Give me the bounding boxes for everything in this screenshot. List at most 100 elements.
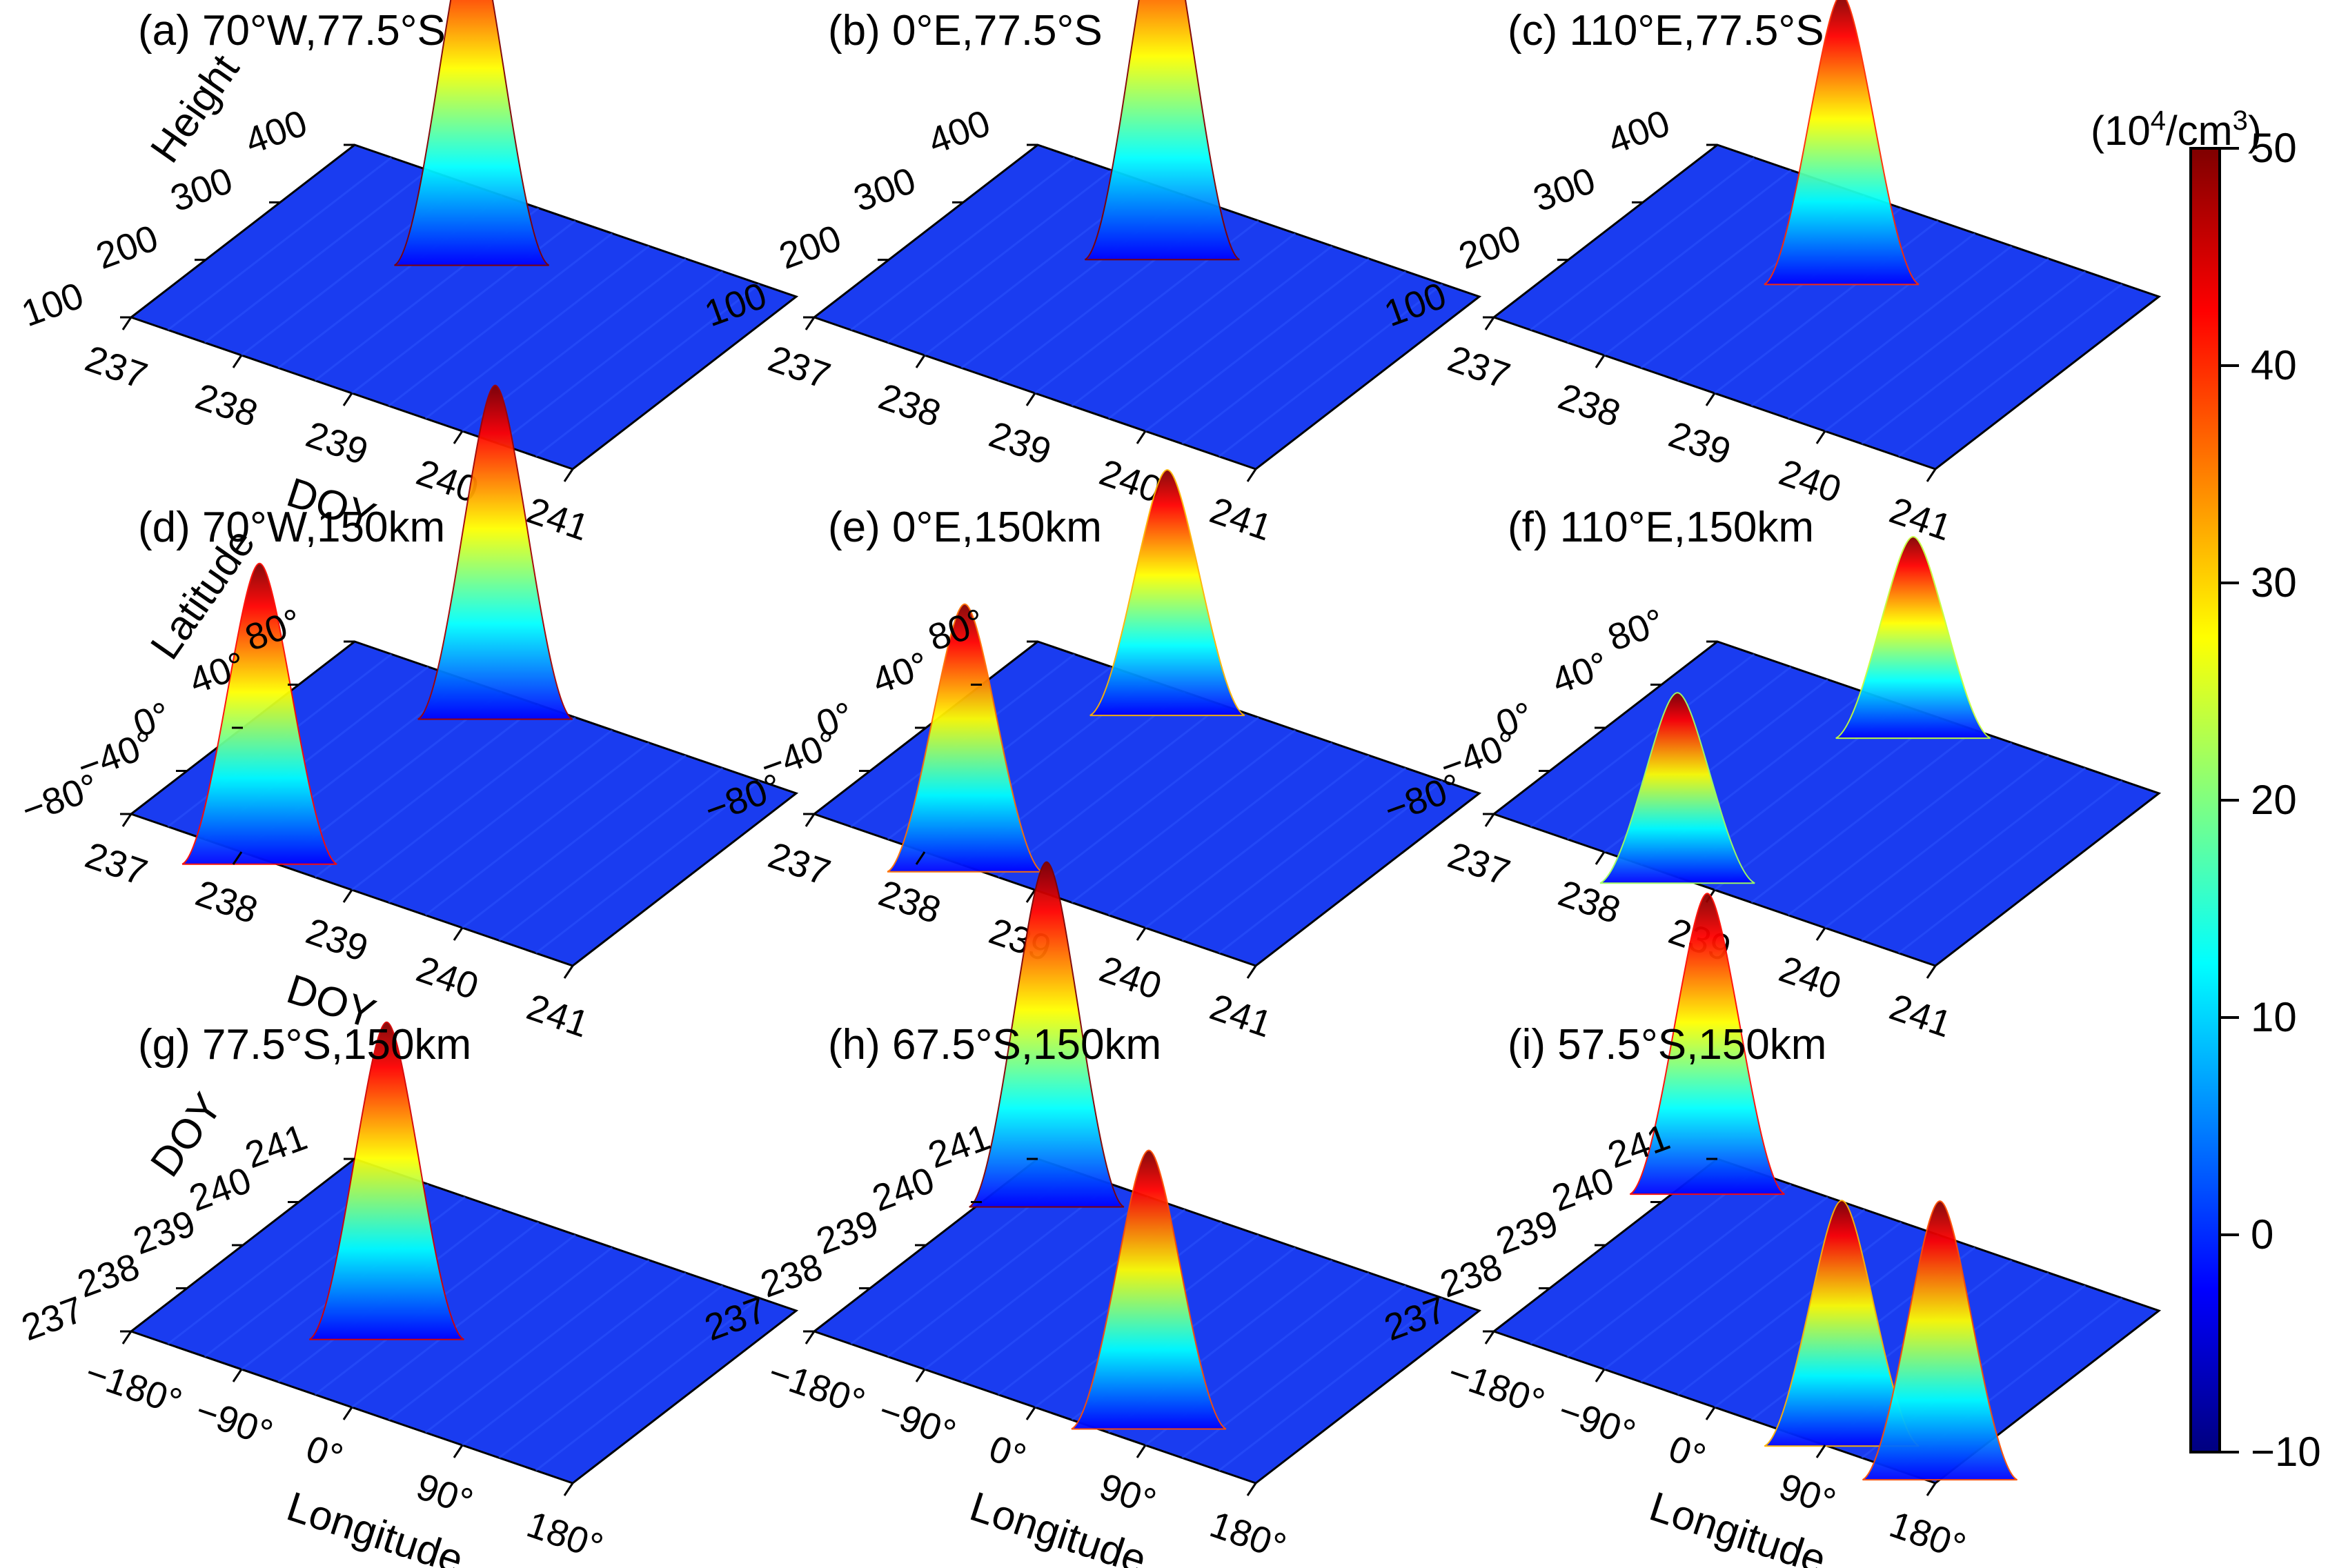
x-tick-mark [1595,355,1606,368]
x-tick-mark [563,1482,574,1496]
x-tick-mark [1025,889,1036,903]
x-tick-mark [805,317,816,330]
x-tick-mark [342,1407,353,1420]
panel-title: (a) 70°W,77.5°S [138,7,446,54]
surface-ridge [1824,754,2049,929]
surface-ridge [1530,653,1755,828]
x-tick-mark [342,889,353,903]
surface-ridge [388,232,613,407]
surface-ridge [204,169,429,344]
x-tick-label: 239 [301,911,373,970]
surface-ridge [1107,245,1333,419]
x-tick-label: 237 [763,338,836,397]
surface-ridge [1566,1183,1792,1358]
y-tick-label: 239 [128,1202,201,1262]
x-tick-mark [1246,1482,1257,1496]
x-tick-label: −90° [1553,1390,1641,1455]
surface-ridge [314,704,540,878]
x-tick-label: 240 [1774,949,1846,1008]
y-tick-label: 238 [756,1246,828,1306]
surface-ridge [424,742,650,916]
x-tick-mark [1136,1445,1147,1458]
surface-ridge [388,1247,613,1421]
x-tick-label: 241 [1884,986,1957,1046]
surface-ridge [997,704,1223,878]
x-tick-mark [1025,1407,1036,1420]
surface-ridge [1861,270,2086,445]
x-tick-label: 241 [1205,490,1277,549]
x-tick-label: 180° [1205,1504,1291,1568]
x-tick-label: 240 [1774,452,1846,511]
x-tick-label: 0° [301,1428,348,1479]
x-tick-mark [453,927,464,941]
surface-ridge [1787,742,2013,916]
y-tick-label: 200 [1454,217,1526,277]
x-tick-mark [915,355,926,368]
surface-ridge [388,729,613,904]
surface-peak [1862,1200,2018,1481]
surface-ridge [1824,257,2049,433]
y-tick-label: 100 [17,275,89,335]
x-tick-label: 237 [1443,338,1515,397]
panel-title: (b) 0°E,77.5°S [828,7,1103,54]
x-tick-label: 90° [411,1466,478,1523]
surface-ridge [535,780,760,954]
x-tick-mark [915,1369,926,1382]
surface-peak [417,384,573,720]
x-tick-mark [232,355,243,368]
x-tick-mark [232,851,243,865]
y-tick-label: 40° [1547,644,1614,702]
surface-ridge [1034,716,1259,891]
x-tick-mark [1815,927,1826,941]
surface-ridge [351,716,576,891]
y-tick-label: 241 [240,1116,313,1176]
x-tick-mark [453,1445,464,1458]
colorbar-tick-label: 20 [2251,777,2297,823]
y-tick-label: 300 [849,159,921,219]
y-tick-label: 238 [72,1246,145,1306]
surface-peak [1089,469,1245,717]
surface-ridge [1107,742,1333,916]
x-tick-label: 241 [1884,490,1957,549]
colorbar-unit-label: (104/cm3) [2091,106,2262,154]
x-tick-label: 240 [411,949,484,1008]
y-tick-label: 238 [1435,1246,1508,1306]
surface-peak [1629,893,1785,1195]
colorbar-tick-label: 50 [2251,125,2297,171]
x-tick-mark [121,317,132,330]
x-tick-mark [1815,430,1826,444]
y-tick-label: 200 [774,217,847,277]
x-tick-mark [1815,1445,1826,1458]
y-tick-label: 400 [240,102,313,162]
x-tick-mark [563,965,574,979]
x-tick-mark [121,1331,132,1344]
panel-title: (c) 110°E,77.5°S [1508,7,1824,54]
surface-ridge [850,157,1076,331]
x-tick-mark [121,813,132,827]
surface-ridge [351,1233,576,1409]
surface-peak [1835,536,1991,740]
surface-ridge [887,169,1112,344]
surface-ridge [924,1195,1149,1371]
surface-ridge [1181,270,1407,445]
x-tick-label: 238 [874,873,946,932]
y-tick-label: 239 [1491,1202,1563,1262]
x-tick-mark [805,1331,816,1344]
surface-ridge [1145,754,1370,929]
panel-title: (e) 0°E,150km [828,504,1102,551]
x-tick-mark [915,851,926,865]
x-tick-label: −180° [80,1352,187,1423]
y-tick-label: 240 [184,1160,257,1220]
x-tick-label: −90° [190,1390,278,1455]
colorbar-gradient [2189,147,2221,1453]
surface-peak [1084,0,1240,261]
y-tick-label: 241 [923,1116,996,1176]
x-tick-mark [1136,430,1147,444]
colorbar: (104/cm3) 50 40 30 20 10 0 −10 [2091,106,2321,1475]
x-tick-mark [1595,1369,1606,1382]
